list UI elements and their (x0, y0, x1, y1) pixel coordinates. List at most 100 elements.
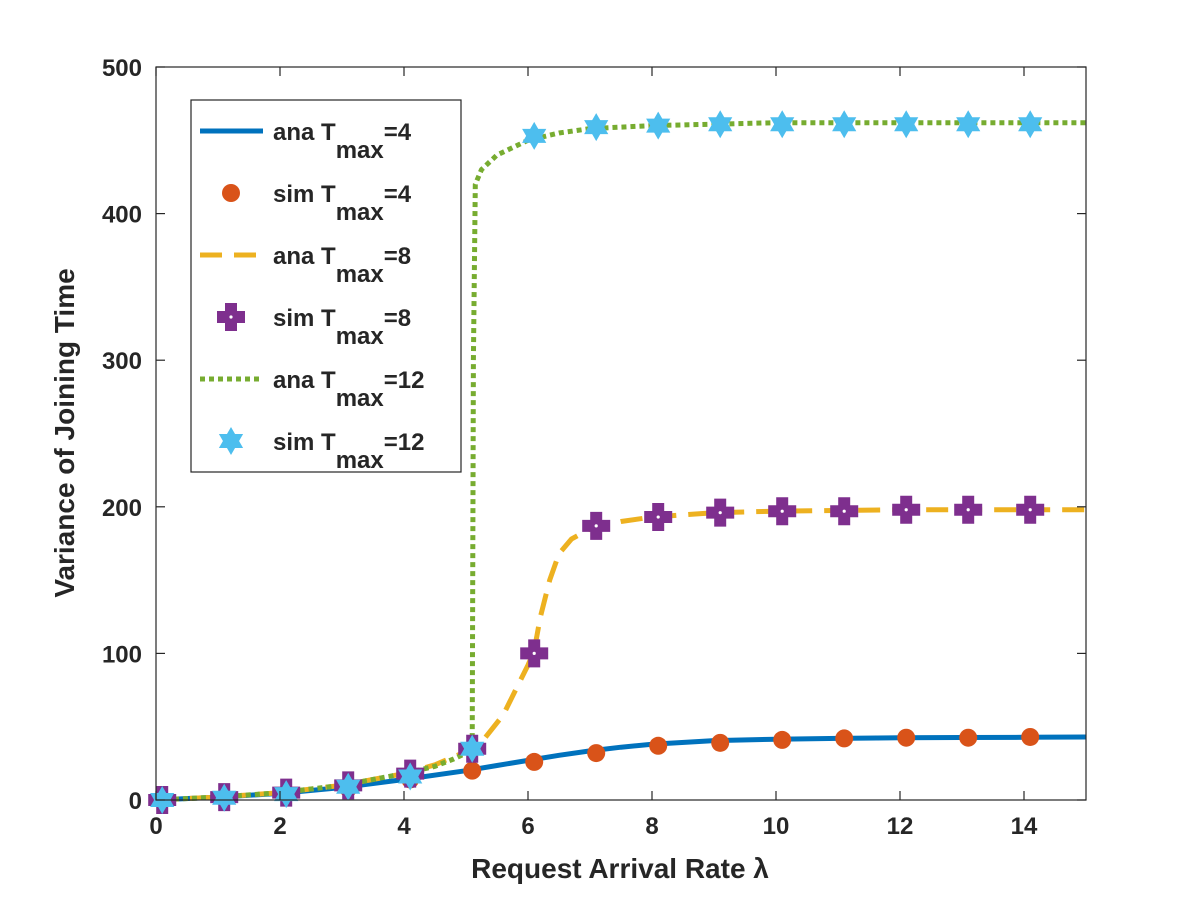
data-point-s6-14-tri-down (956, 117, 981, 139)
data-point-s6-10 (708, 110, 733, 139)
x-tick-label: 10 (763, 813, 790, 840)
data-point-s2-7 (525, 752, 544, 771)
x-tick-label: 14 (1011, 813, 1038, 840)
series-markers-4 (148, 495, 1045, 814)
data-point-s2-15 (1021, 727, 1040, 746)
data-point-s2-12 (835, 729, 854, 748)
data-point-s6-7 (522, 121, 547, 150)
legend-label-main: sim T (273, 429, 336, 456)
data-point-s6-12 (832, 110, 857, 139)
legend-label-suffix: =12 (384, 429, 425, 456)
legend-item-3: ana Tmax=8 (200, 243, 411, 288)
data-point-s4-7-center (532, 651, 536, 656)
series-markers-6 (150, 110, 1043, 814)
legend-label: sim Tmax=4 (273, 181, 412, 226)
data-point-s6-4 (336, 772, 361, 801)
data-point-s6-8-tri-down (584, 120, 609, 142)
legend-label-subscript: max (336, 261, 385, 288)
data-point-s6-8 (584, 113, 609, 142)
data-point-s6-9 (646, 111, 671, 140)
y-tick-label: 0 (129, 788, 142, 815)
legend-marker-sample (218, 427, 244, 455)
legend-label-subscript: max (336, 323, 385, 350)
legend-item-6: sim Tmax=12 (218, 427, 424, 474)
data-point-s4-14 (954, 495, 983, 524)
legend-label-suffix: =4 (384, 119, 412, 146)
data-point-s6-9-tri-down (646, 118, 671, 140)
data-point-s2-10 (711, 733, 730, 752)
x-axis-label: Request Arrival Rate λ (471, 853, 769, 884)
data-point-s6-4-tri-down (336, 779, 361, 801)
legend-label-main: sim T (273, 181, 336, 208)
data-point-s6-11 (770, 110, 795, 139)
data-point-s4-12 (830, 497, 859, 526)
data-point-s2-11 (773, 730, 792, 749)
x-tick-label: 8 (645, 813, 658, 840)
legend-label-main: sim T (273, 305, 336, 332)
data-point-s6-15-tri-down (1018, 117, 1043, 139)
plot-frame (155, 66, 1087, 801)
data-point-s4-11 (768, 497, 797, 526)
data-point-s4-14-center (966, 508, 970, 512)
data-point-s4-10-center (718, 511, 722, 515)
data-point-s4-13-center (904, 508, 908, 512)
data-point-s4-7 (520, 639, 549, 668)
legend-item-1: ana Tmax=4 (200, 119, 412, 164)
legend-label-suffix: =4 (384, 181, 412, 208)
data-point-s4-9 (644, 503, 673, 532)
legend-label-main: ana T (273, 243, 336, 270)
data-point-s6-13 (894, 110, 919, 139)
legend-marker-sample-tri-down (218, 434, 244, 455)
data-point-s4-15-center (1028, 508, 1032, 512)
legend-item-5: ana Tmax=12 (200, 367, 424, 412)
legend-label-suffix: =8 (384, 305, 411, 332)
data-point-s6-12-tri-down (832, 117, 857, 139)
data-point-s2-6 (463, 761, 482, 780)
legend-label-subscript: max (336, 137, 385, 164)
legend-label-subscript: max (336, 199, 385, 226)
data-point-s2-8 (587, 744, 606, 763)
legend-label-suffix: =12 (384, 367, 425, 394)
series-line-3 (156, 507, 1086, 803)
y-tick-label: 300 (102, 348, 142, 375)
legend-label: sim Tmax=8 (273, 305, 411, 350)
legend-label: ana Tmax=8 (273, 243, 411, 288)
data-point-s6-13-tri-down (894, 117, 919, 139)
data-point-s6-5-tri-down (398, 769, 423, 791)
data-point-s6-2-tri-down (212, 790, 237, 812)
legend-label-subscript: max (336, 385, 385, 412)
data-point-s2-14 (959, 728, 978, 747)
legend-label-main: ana T (273, 367, 336, 394)
legend-item-2: sim Tmax=4 (222, 181, 412, 226)
data-point-s6-6-tri-down (460, 741, 485, 763)
y-tick-label: 400 (102, 202, 142, 229)
legend-marker-sample (217, 303, 245, 331)
x-tick-label: 0 (149, 813, 162, 840)
data-point-s6-14 (956, 110, 981, 139)
x-tick-label: 6 (521, 813, 534, 840)
legend-marker-sample-center (229, 315, 233, 319)
axes: 0 2 4 6 8 10 12 14 0 100 200 300 400 500 (102, 55, 1087, 840)
legend-label: ana Tmax=4 (273, 119, 412, 164)
data-point-s4-15 (1016, 495, 1045, 524)
series-line-5 (156, 120, 1086, 803)
data-point-s4-13 (892, 495, 921, 524)
legend-label-subscript: max (336, 447, 385, 474)
y-axis-label: Variance of Joining Time (49, 268, 80, 597)
data-point-s6-15 (1018, 110, 1043, 139)
legend-marker-sample (222, 184, 240, 202)
data-point-s6-5 (398, 762, 423, 791)
legend-label: sim Tmax=12 (273, 429, 424, 474)
data-point-s6-7-tri-down (522, 128, 547, 150)
data-point-s4-11-center (780, 509, 784, 513)
x-tick-label: 4 (397, 813, 411, 840)
legend-label-main: ana T (273, 119, 336, 146)
data-point-s2-9 (649, 736, 668, 755)
data-point-s4-9-center (656, 515, 660, 519)
legend-label-suffix: =8 (384, 243, 411, 270)
plot-marks (148, 110, 1086, 814)
data-point-s4-12-center (842, 509, 846, 513)
y-tick-label: 500 (102, 55, 142, 82)
